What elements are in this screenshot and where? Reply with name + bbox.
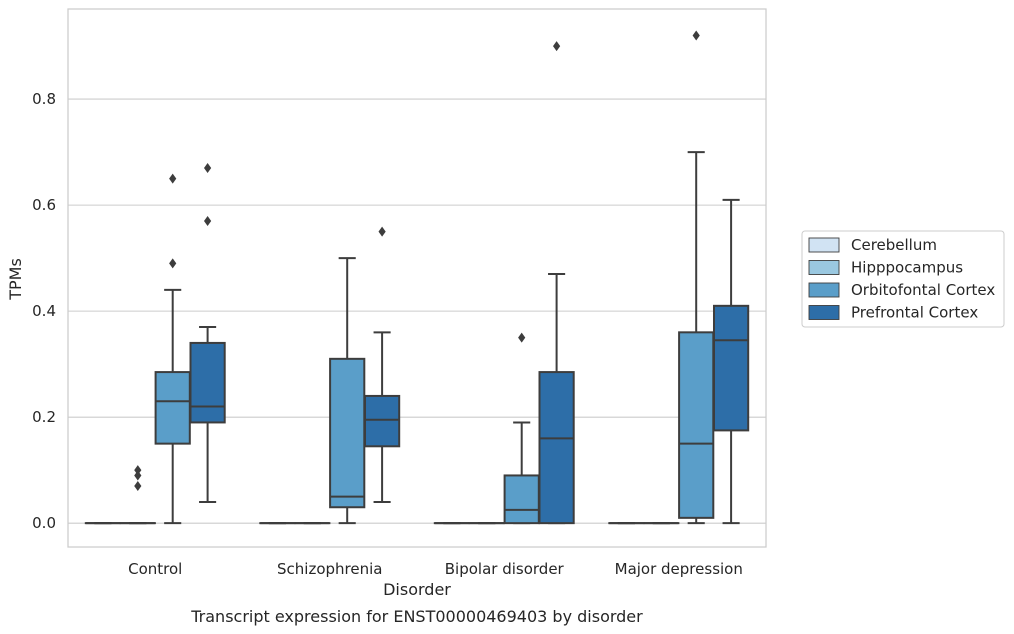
x-tick-label: Schizophrenia	[277, 560, 382, 578]
legend-frame	[801, 230, 1005, 328]
legend-label: Orbitofontal Cortex	[851, 281, 995, 299]
box-body	[538, 371, 575, 525]
legend-item: Cerebellum	[808, 236, 937, 254]
x-tick-labels: Control Schizophrenia Bipolar disorder Majo…	[128, 560, 743, 578]
legend-item: Prefrontal Cortex	[808, 304, 978, 322]
outlier-point	[204, 216, 212, 227]
legend-swatch	[808, 305, 840, 320]
box-body	[154, 371, 191, 445]
box-body	[503, 474, 540, 525]
plot-frame	[67, 8, 767, 548]
y-tick-labels: 0.0 0.2 0.4 0.6 0.8	[32, 90, 56, 532]
y-tick-label: 0.6	[32, 196, 56, 214]
box-body	[189, 341, 226, 424]
outlier-point	[134, 470, 142, 481]
legend-label: Hipppocampus	[851, 259, 963, 277]
chart-caption: Transcript expression for ENST0000046940…	[190, 607, 643, 626]
legend-item: Orbitofontal Cortex	[808, 281, 995, 299]
legend-item: Hipppocampus	[808, 259, 963, 277]
x-tick-label: Bipolar disorder	[445, 560, 565, 578]
legend-swatch	[808, 260, 840, 275]
y-tick-label: 0.4	[32, 302, 56, 320]
legend-label: Cerebellum	[851, 236, 937, 254]
box-0-1	[119, 465, 156, 525]
legend-swatch	[808, 237, 840, 253]
x-axis-title: Disorder	[383, 580, 451, 599]
box-2-3	[538, 41, 575, 525]
box-3-3	[712, 198, 750, 525]
outlier-point	[518, 332, 526, 343]
y-tick-label: 0.8	[32, 90, 56, 108]
box-body	[712, 304, 750, 432]
outlier-point	[204, 163, 212, 174]
box-body	[329, 357, 366, 509]
box-body	[363, 394, 401, 448]
outlier-point	[134, 465, 142, 476]
box-plots	[84, 30, 750, 525]
legend-swatch	[808, 282, 840, 298]
box-3-2	[678, 30, 715, 525]
legend: Cerebellum Hipppocampus Orbitofontal Corte…	[801, 230, 1005, 328]
box-body	[678, 331, 715, 519]
y-tick-label: 0.0	[32, 514, 56, 532]
box-2-2	[503, 332, 540, 525]
x-tick-label: Control	[128, 560, 182, 578]
outlier-point	[378, 226, 386, 237]
legend-label: Prefrontal Cortex	[851, 304, 978, 322]
box-1-2	[329, 257, 366, 525]
box-0-2	[154, 173, 191, 525]
box-0-3	[189, 163, 226, 503]
outlier-point	[169, 173, 177, 184]
outlier-point	[134, 481, 142, 492]
y-tick-label: 0.2	[32, 408, 56, 426]
outlier-point	[169, 258, 177, 269]
outlier-point	[692, 30, 700, 41]
y-axis-title: TPMs	[6, 258, 25, 301]
outlier-point	[553, 41, 561, 52]
box-1-3	[363, 226, 401, 503]
x-tick-label: Major depression	[615, 560, 743, 578]
